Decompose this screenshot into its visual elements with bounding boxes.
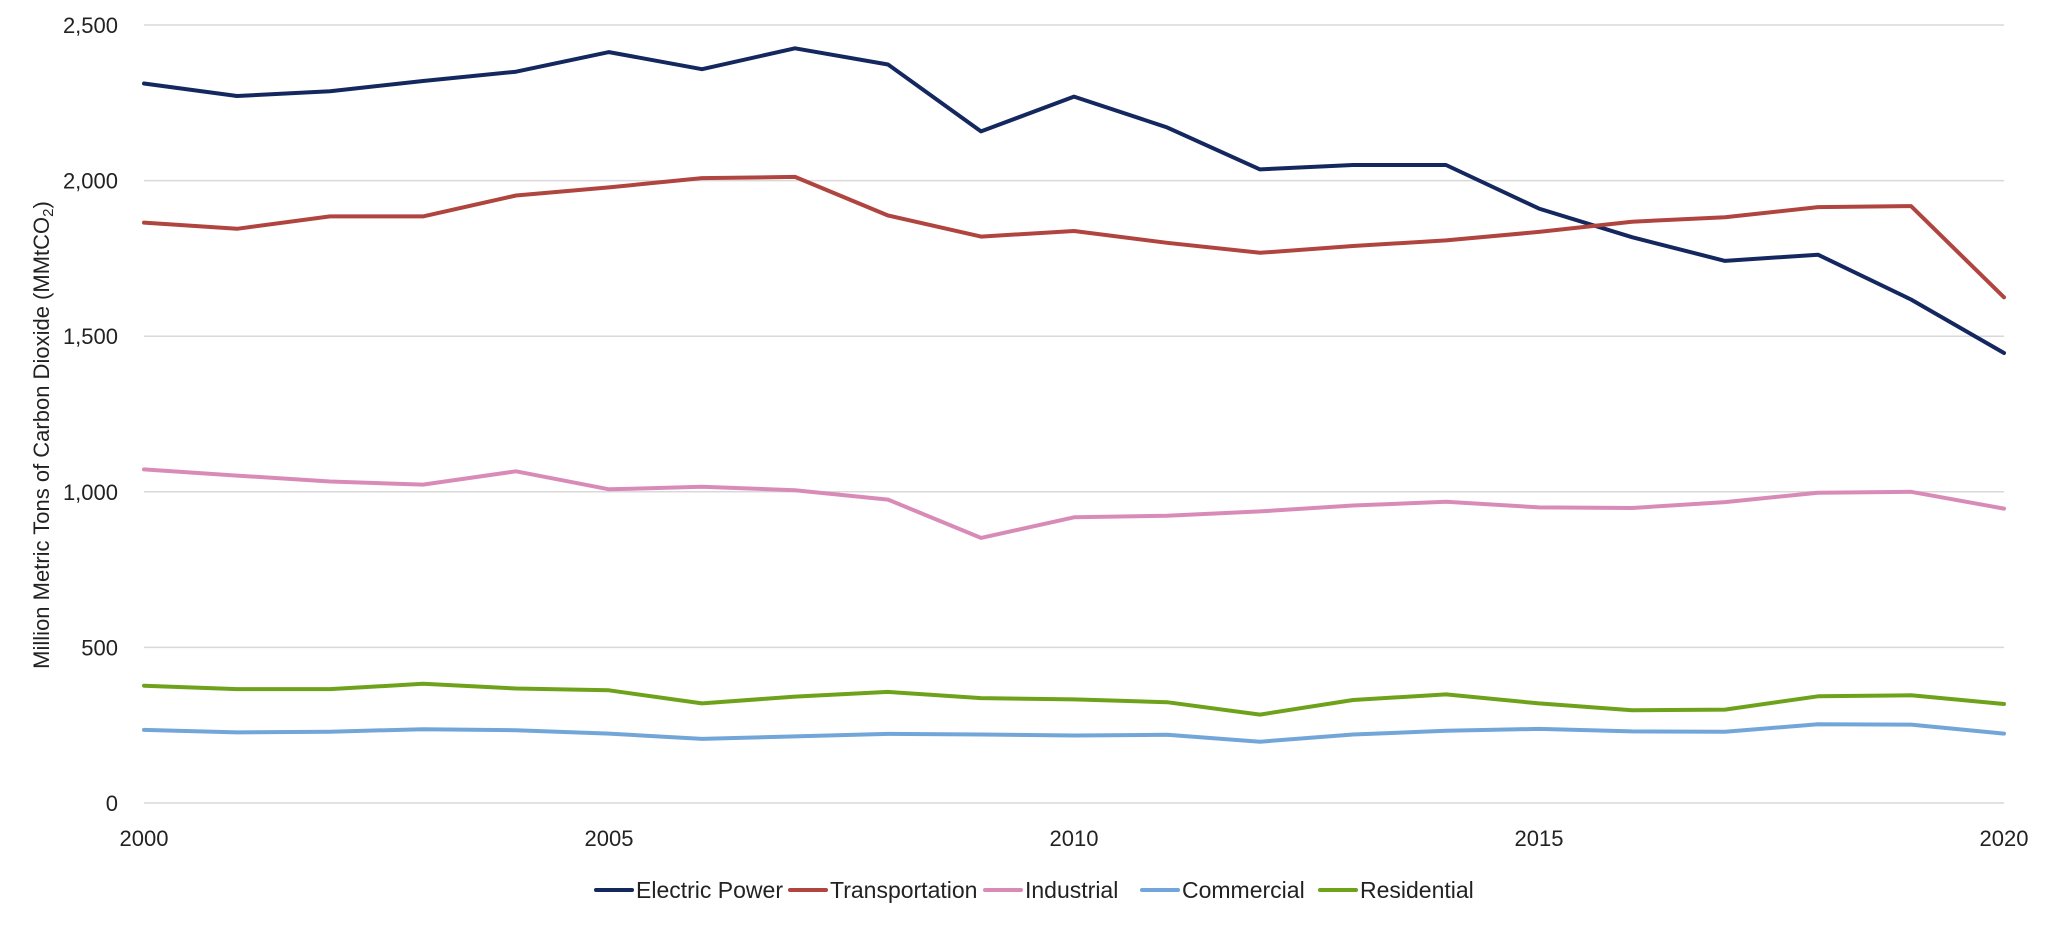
legend-item-industrial: Industrial [983, 877, 1118, 903]
x-axis-ticks: 2000 2005 2010 2015 2020 [120, 826, 2029, 851]
legend-item-transportation: Transportation [788, 877, 977, 903]
series-lines [142, 46, 2006, 744]
y-axis-title: Million Metric Tons of Carbon Dioxide (M… [29, 201, 57, 669]
y-tick-label: 0 [106, 791, 118, 816]
x-tick-label: 2010 [1050, 826, 1099, 851]
legend-label: Transportation [830, 877, 977, 903]
y-tick-label: 2,000 [63, 169, 118, 194]
x-tick-label: 2020 [1980, 826, 2029, 851]
series-line-commercial [142, 722, 2006, 744]
legend: Electric Power Transportation Industrial Co… [594, 877, 1474, 903]
legend-label: Electric Power [636, 877, 783, 903]
legend-label: Commercial [1182, 877, 1305, 903]
series-line-industrial [142, 467, 2006, 540]
x-tick-label: 2015 [1515, 826, 1564, 851]
x-tick-label: 2005 [585, 826, 634, 851]
series-line-residential [142, 681, 2006, 717]
y-tick-label: 1,000 [63, 480, 118, 505]
series-line-transportation [142, 174, 2006, 300]
y-tick-label: 1,500 [63, 324, 118, 349]
legend-item-electric-power: Electric Power [594, 877, 783, 903]
legend-item-commercial: Commercial [1140, 877, 1305, 903]
series-line-electric-power [142, 46, 2006, 355]
y-tick-label: 2,500 [63, 13, 118, 38]
y-axis-ticks: 0 500 1,000 1,500 2,000 2,500 [63, 13, 118, 816]
legend-label: Industrial [1025, 877, 1118, 903]
legend-label: Residential [1360, 877, 1474, 903]
legend-item-residential: Residential [1318, 877, 1474, 903]
gridlines [144, 24, 2004, 804]
x-tick-label: 2000 [120, 826, 169, 851]
y-tick-label: 500 [81, 635, 118, 660]
